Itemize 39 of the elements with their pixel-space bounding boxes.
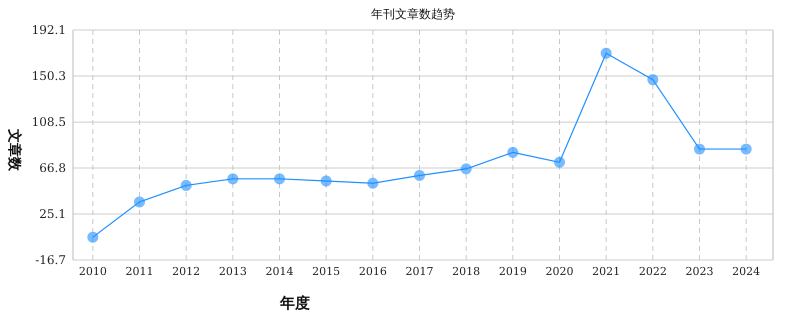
x-tick-label: 2022 [638,265,667,278]
y-tick-label: 150.3 [32,69,66,84]
point [460,163,472,174]
x-tick-label: 2016 [358,265,387,278]
x-tick-label: 2011 [126,265,154,278]
y-tick-label: 108.5 [32,115,66,130]
point [414,170,425,182]
point [134,196,145,208]
x-tick-label: 2019 [498,265,527,278]
y-tick-label: -16.7 [35,253,66,267]
x-tick-label: 2013 [218,265,247,278]
point [507,146,518,158]
y-tick-label: 25.1 [39,206,66,221]
x-tick-label: 2024 [732,265,760,278]
x-tick-label: 2015 [312,265,340,278]
x-axis-title: 年度 [279,294,310,312]
x-tick-label: 2020 [546,265,574,278]
x-tick-label: 2017 [406,265,434,278]
point [367,178,378,189]
point [274,173,285,184]
x-tick-label: 2014 [266,265,294,278]
point [647,74,658,86]
x-tick-label: 2012 [172,265,200,278]
y-axis-title: 文章数 [6,128,23,172]
x-tick-label: 2018 [452,265,480,278]
x-tick-label: 2023 [686,265,714,278]
point [180,180,192,191]
point [320,176,332,187]
point [740,144,752,155]
point [87,232,98,243]
chart-title: 年刊文章数趋势 [371,7,455,21]
point [600,48,612,59]
y-tick-label: 192.1 [32,23,66,37]
x-tick-label: 2010 [78,265,107,278]
point [694,144,705,155]
x-tick-label: 2021 [592,265,620,278]
y-tick-label: 66.8 [39,161,66,176]
point [227,173,238,184]
point [554,156,565,168]
